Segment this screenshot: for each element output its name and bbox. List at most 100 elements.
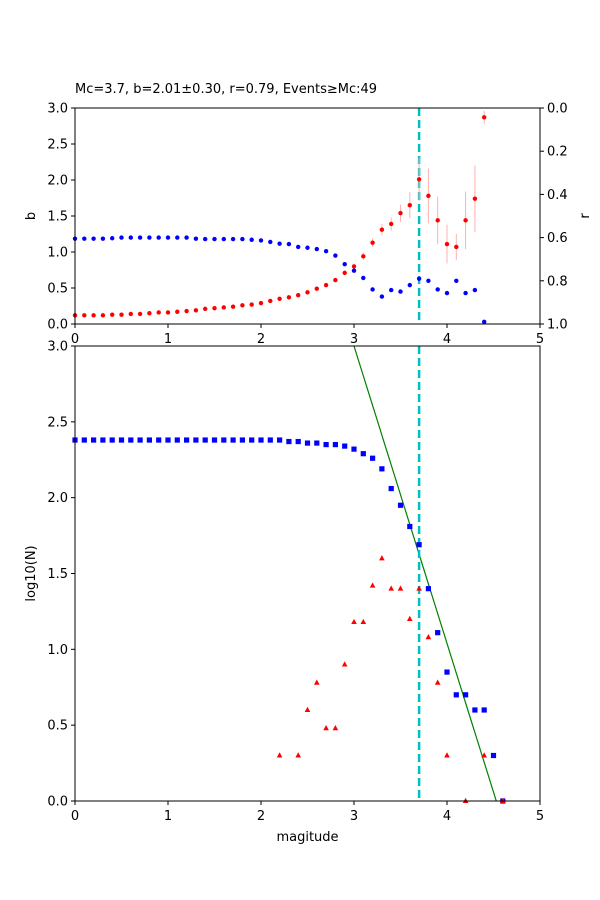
noncumulative-point xyxy=(388,585,394,591)
noncumulative-point xyxy=(304,706,311,712)
cumulative-point xyxy=(416,542,422,548)
r-point xyxy=(351,268,357,273)
cumulative-point xyxy=(351,446,357,452)
b-point xyxy=(212,305,217,311)
x-axis-label: magitude xyxy=(276,830,338,845)
r-point xyxy=(137,235,143,240)
cumulative-point xyxy=(435,630,441,636)
noncumulative-point xyxy=(360,618,367,625)
b-point xyxy=(482,115,487,120)
cumulative-point xyxy=(323,441,329,448)
b-point xyxy=(407,203,412,208)
r-point xyxy=(91,236,96,241)
r-point xyxy=(407,282,412,288)
cumulative-point xyxy=(258,437,264,443)
b-point xyxy=(137,311,143,317)
cumulative-point xyxy=(100,437,106,443)
b-point xyxy=(249,302,254,307)
x-tick-label: 3 xyxy=(350,332,358,347)
b-point xyxy=(277,296,282,301)
b-point xyxy=(444,241,450,247)
b-point xyxy=(333,277,338,283)
bottom-panel: 0 1 2 3 4 5 0.0 0.5 1.0 1.5 2.0 2.5 3.0 magitude log10… xyxy=(24,340,544,846)
y2-tick-label: 0.2 xyxy=(547,145,568,160)
b-point xyxy=(305,290,310,295)
cumulative-point xyxy=(239,437,245,443)
r-point xyxy=(296,244,301,250)
cumulative-point xyxy=(230,437,236,443)
noncumulative-point xyxy=(481,752,487,758)
cumulative-point xyxy=(193,437,199,443)
y-tick-label: 2.5 xyxy=(47,138,68,153)
cumulative-point xyxy=(304,440,311,446)
noncumulative-point xyxy=(295,752,301,758)
r-point xyxy=(100,236,106,241)
b-point xyxy=(389,221,394,227)
r-point xyxy=(203,236,208,242)
cumulative-point xyxy=(463,692,469,698)
y2-tick-label: 0.6 xyxy=(547,231,568,246)
b-point xyxy=(361,254,366,259)
r-point xyxy=(454,278,459,283)
r-point xyxy=(230,236,236,242)
top-panel: 0 1 2 3 4 5 0.0 0.5 1.0 1.5 2.0 2.5 3.0 0.0 0.2 0.4 0.6 0… xyxy=(24,102,593,348)
b-point xyxy=(258,300,264,306)
cumulative-point xyxy=(137,437,143,443)
r-point xyxy=(416,276,422,281)
noncumulative-point xyxy=(314,679,320,685)
y-tick-label: 2.5 xyxy=(47,415,68,430)
r-point xyxy=(314,246,319,252)
y-tick-label: 3.0 xyxy=(47,102,68,117)
x-tick-label: 0 xyxy=(71,809,79,824)
b-point xyxy=(268,298,273,304)
y-tick-label: 0.0 xyxy=(47,795,68,810)
b-point xyxy=(156,310,161,315)
b-point xyxy=(119,312,124,317)
y-tick-label: 1.5 xyxy=(47,567,68,582)
cumulative-point xyxy=(267,437,273,443)
r-point xyxy=(212,236,217,242)
cumulative-point xyxy=(472,707,478,713)
noncumulative-point xyxy=(500,797,506,803)
b-point xyxy=(342,270,347,276)
r-point xyxy=(398,289,403,294)
r-point xyxy=(147,235,152,240)
b-point xyxy=(351,264,357,269)
cumulative-point xyxy=(165,437,171,443)
cumulative-point xyxy=(388,485,394,492)
b-point xyxy=(100,313,106,318)
cumulative-point xyxy=(444,669,450,675)
b-point xyxy=(175,309,180,314)
x-tick-label: 2 xyxy=(257,809,265,824)
cumulative-point xyxy=(314,440,320,446)
cumulative-point xyxy=(360,451,366,457)
noncumulative-point xyxy=(407,615,413,621)
r-point xyxy=(258,238,264,243)
r-point xyxy=(165,235,171,240)
b-point xyxy=(91,313,96,318)
b-point xyxy=(296,293,301,298)
r-point xyxy=(472,287,478,293)
r-point xyxy=(156,235,161,240)
b-point xyxy=(416,177,422,182)
cumulative-point xyxy=(221,437,227,443)
b-point xyxy=(454,244,459,250)
noncumulative-point xyxy=(341,661,348,667)
b-point xyxy=(193,308,199,313)
y-axis-label: log10(N) xyxy=(24,545,39,601)
r-point xyxy=(184,235,189,240)
noncumulative-point xyxy=(416,585,422,591)
y2-axis-label: r xyxy=(578,213,593,219)
y-tick-label: 0.0 xyxy=(47,318,68,333)
b-point xyxy=(221,305,226,310)
cumulative-point xyxy=(407,523,413,530)
r-point xyxy=(110,236,115,241)
noncumulative-point xyxy=(379,555,385,561)
b-point xyxy=(184,308,189,314)
cumulative-point xyxy=(109,437,115,443)
x-tick-label: 0 xyxy=(71,332,79,347)
b-point xyxy=(323,282,329,288)
y-tick-label: 0.5 xyxy=(47,719,68,734)
r-point xyxy=(361,275,366,281)
